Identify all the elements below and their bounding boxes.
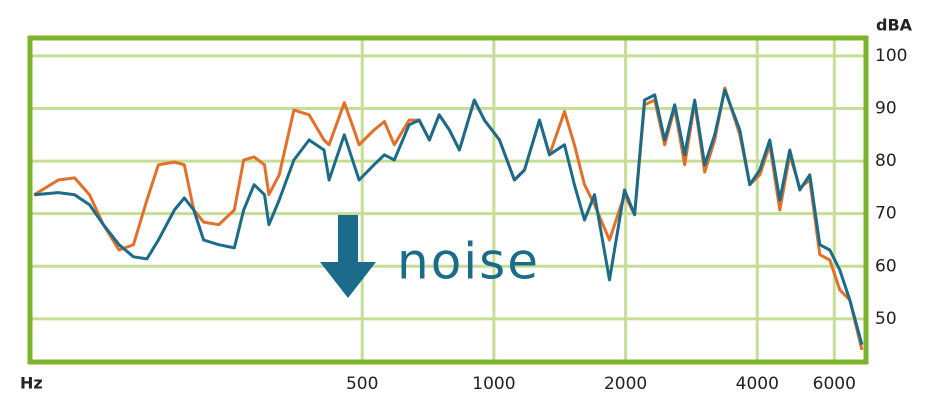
y-axis-label: dBA [876, 16, 913, 35]
down-arrow [320, 215, 376, 298]
grid [30, 38, 866, 362]
x-axis-label: Hz [20, 374, 43, 393]
y-tick-label: 100 [875, 46, 907, 66]
x-tick-label: 6000 [813, 374, 856, 394]
y-tick-label: 90 [875, 98, 897, 118]
lines [33, 86, 864, 351]
x-tick-label: 4000 [736, 374, 779, 394]
annotation: noise [397, 233, 540, 291]
plot-frame [27, 35, 869, 365]
x-tick-label: 2000 [604, 374, 647, 394]
y-tick-label: 80 [875, 151, 897, 171]
y-tick-label: 70 [875, 204, 897, 224]
y-tick-label: 60 [875, 256, 897, 276]
x-tick-label: 500 [346, 374, 378, 394]
x-tick-label: 1000 [472, 374, 515, 394]
series-line [34, 88, 864, 345]
y-tick-label: 50 [875, 309, 897, 329]
